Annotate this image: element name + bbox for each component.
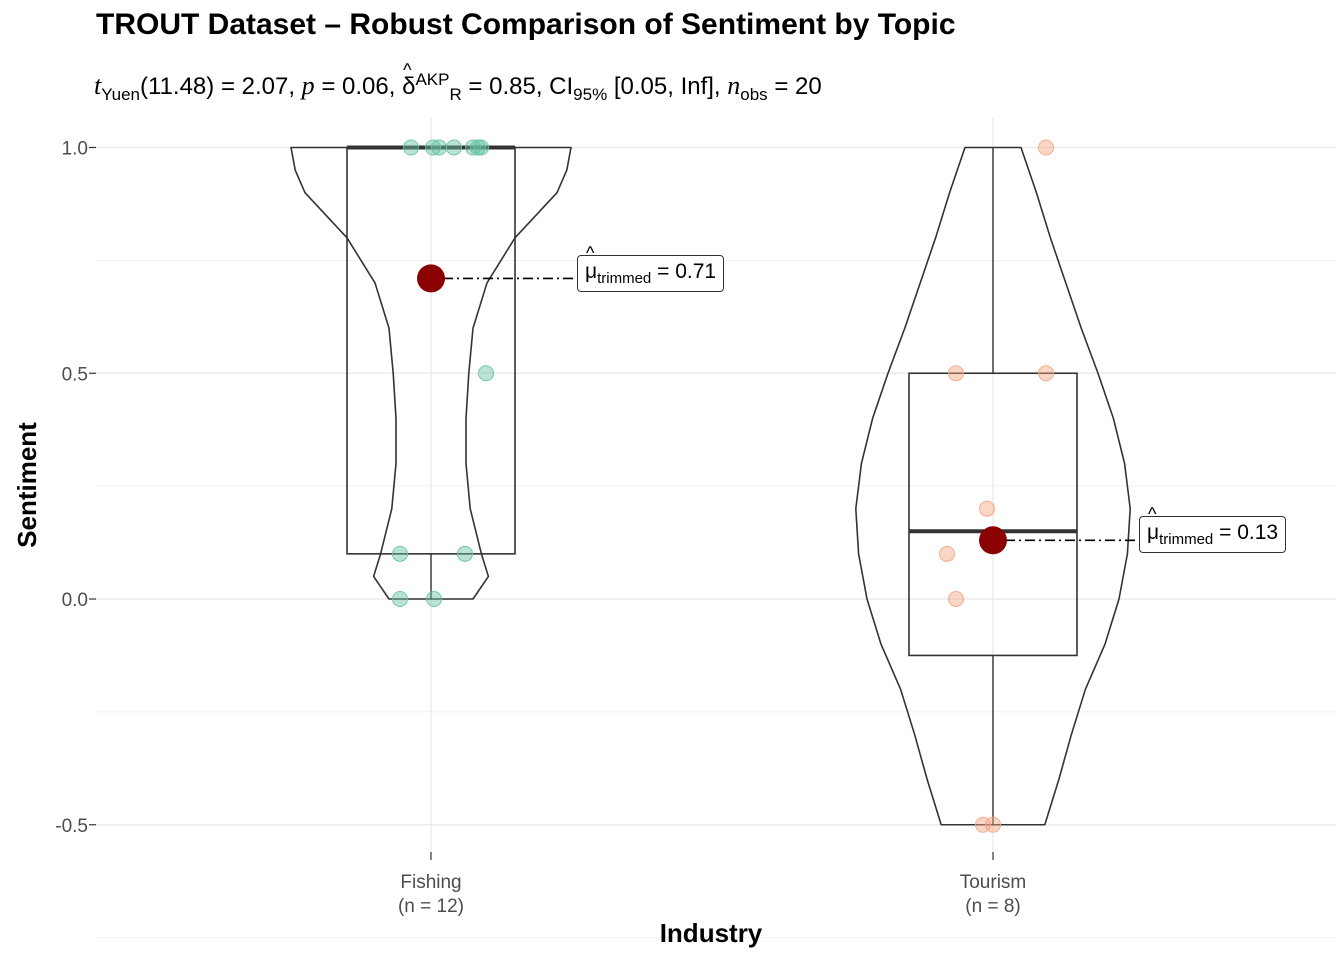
y-axis-label: Sentiment xyxy=(12,422,42,548)
data-point xyxy=(457,545,473,562)
data-point xyxy=(948,365,964,382)
ci-subscript: 95% xyxy=(573,84,608,104)
delta-value: = 0.85, xyxy=(468,73,543,100)
x-axis-label: Industry xyxy=(660,918,763,948)
data-point xyxy=(425,139,441,156)
delta-symbol: δ xyxy=(402,50,415,107)
mu-subscript: trimmed xyxy=(597,270,652,288)
mu-subscript: trimmed xyxy=(1159,531,1214,549)
data-point xyxy=(948,591,964,607)
data-point xyxy=(1038,139,1054,156)
violin-tourism xyxy=(855,146,1131,826)
y-tick-label: 0.5 xyxy=(62,364,88,385)
t-df: (11.48) xyxy=(140,73,215,100)
n-value: = 20 xyxy=(774,73,822,100)
data-point xyxy=(426,591,442,607)
t-symbol: t xyxy=(94,71,102,100)
trimmed-means xyxy=(417,264,1139,555)
data-point xyxy=(985,816,1001,833)
axes: -0.5 0.0 0.5 1.0 Fishing (n = 12) Tourism (n = … xyxy=(55,139,1026,918)
x-tick-label: (n = 8) xyxy=(965,896,1020,917)
t-value: = 2.07, xyxy=(220,73,295,100)
tourism-mean-label: μtrimmed = 0.13 xyxy=(1139,504,1287,554)
data-point xyxy=(392,591,408,607)
data-point xyxy=(446,139,462,156)
data-point xyxy=(979,500,995,517)
chart-title: TROUT Dataset – Robust Comparison of Sen… xyxy=(96,8,956,41)
delta-superscript: AKP xyxy=(415,70,450,89)
ci-value: [0.05, Inf], xyxy=(613,73,721,100)
fishing-mean-label: μtrimmed = 0.71 xyxy=(577,243,725,293)
p-symbol: p xyxy=(301,71,315,100)
mean-value: = 0.71 xyxy=(657,260,717,283)
x-tick-label: Tourism xyxy=(960,872,1027,893)
x-tick-label: Fishing xyxy=(400,872,461,893)
trimmed-mean-point xyxy=(417,264,445,293)
data-point xyxy=(392,545,408,562)
n-subscript: obs xyxy=(740,84,768,104)
trimmed-mean-point xyxy=(979,526,1007,555)
ci-symbol: CI xyxy=(549,73,574,100)
data-point xyxy=(939,545,955,562)
data-point xyxy=(431,139,447,156)
y-tick-label: 1.0 xyxy=(62,139,88,160)
delta-subscript: R xyxy=(449,84,462,104)
x-tick-label: (n = 12) xyxy=(398,896,464,917)
n-symbol: n xyxy=(727,71,741,100)
mu-symbol: μ xyxy=(1147,504,1159,545)
y-tick-label: 0.0 xyxy=(62,590,88,611)
mean-value: = 0.13 xyxy=(1219,521,1279,544)
t-subscript: Yuen xyxy=(101,84,140,104)
y-tick-label: -0.5 xyxy=(55,816,88,837)
violins xyxy=(290,146,1131,826)
data-points xyxy=(392,139,1054,833)
mu-symbol: μ xyxy=(585,243,597,284)
violin-fishing xyxy=(290,146,572,600)
data-point xyxy=(403,139,419,156)
chart-subtitle: tYuen(11.48) = 2.07, p = 0.06, δAKPR = 0… xyxy=(94,50,822,115)
data-point xyxy=(473,139,489,156)
data-point xyxy=(478,365,494,382)
p-value: = 0.06, xyxy=(321,73,396,100)
box-tourism xyxy=(908,372,1078,657)
data-point xyxy=(1038,365,1054,382)
